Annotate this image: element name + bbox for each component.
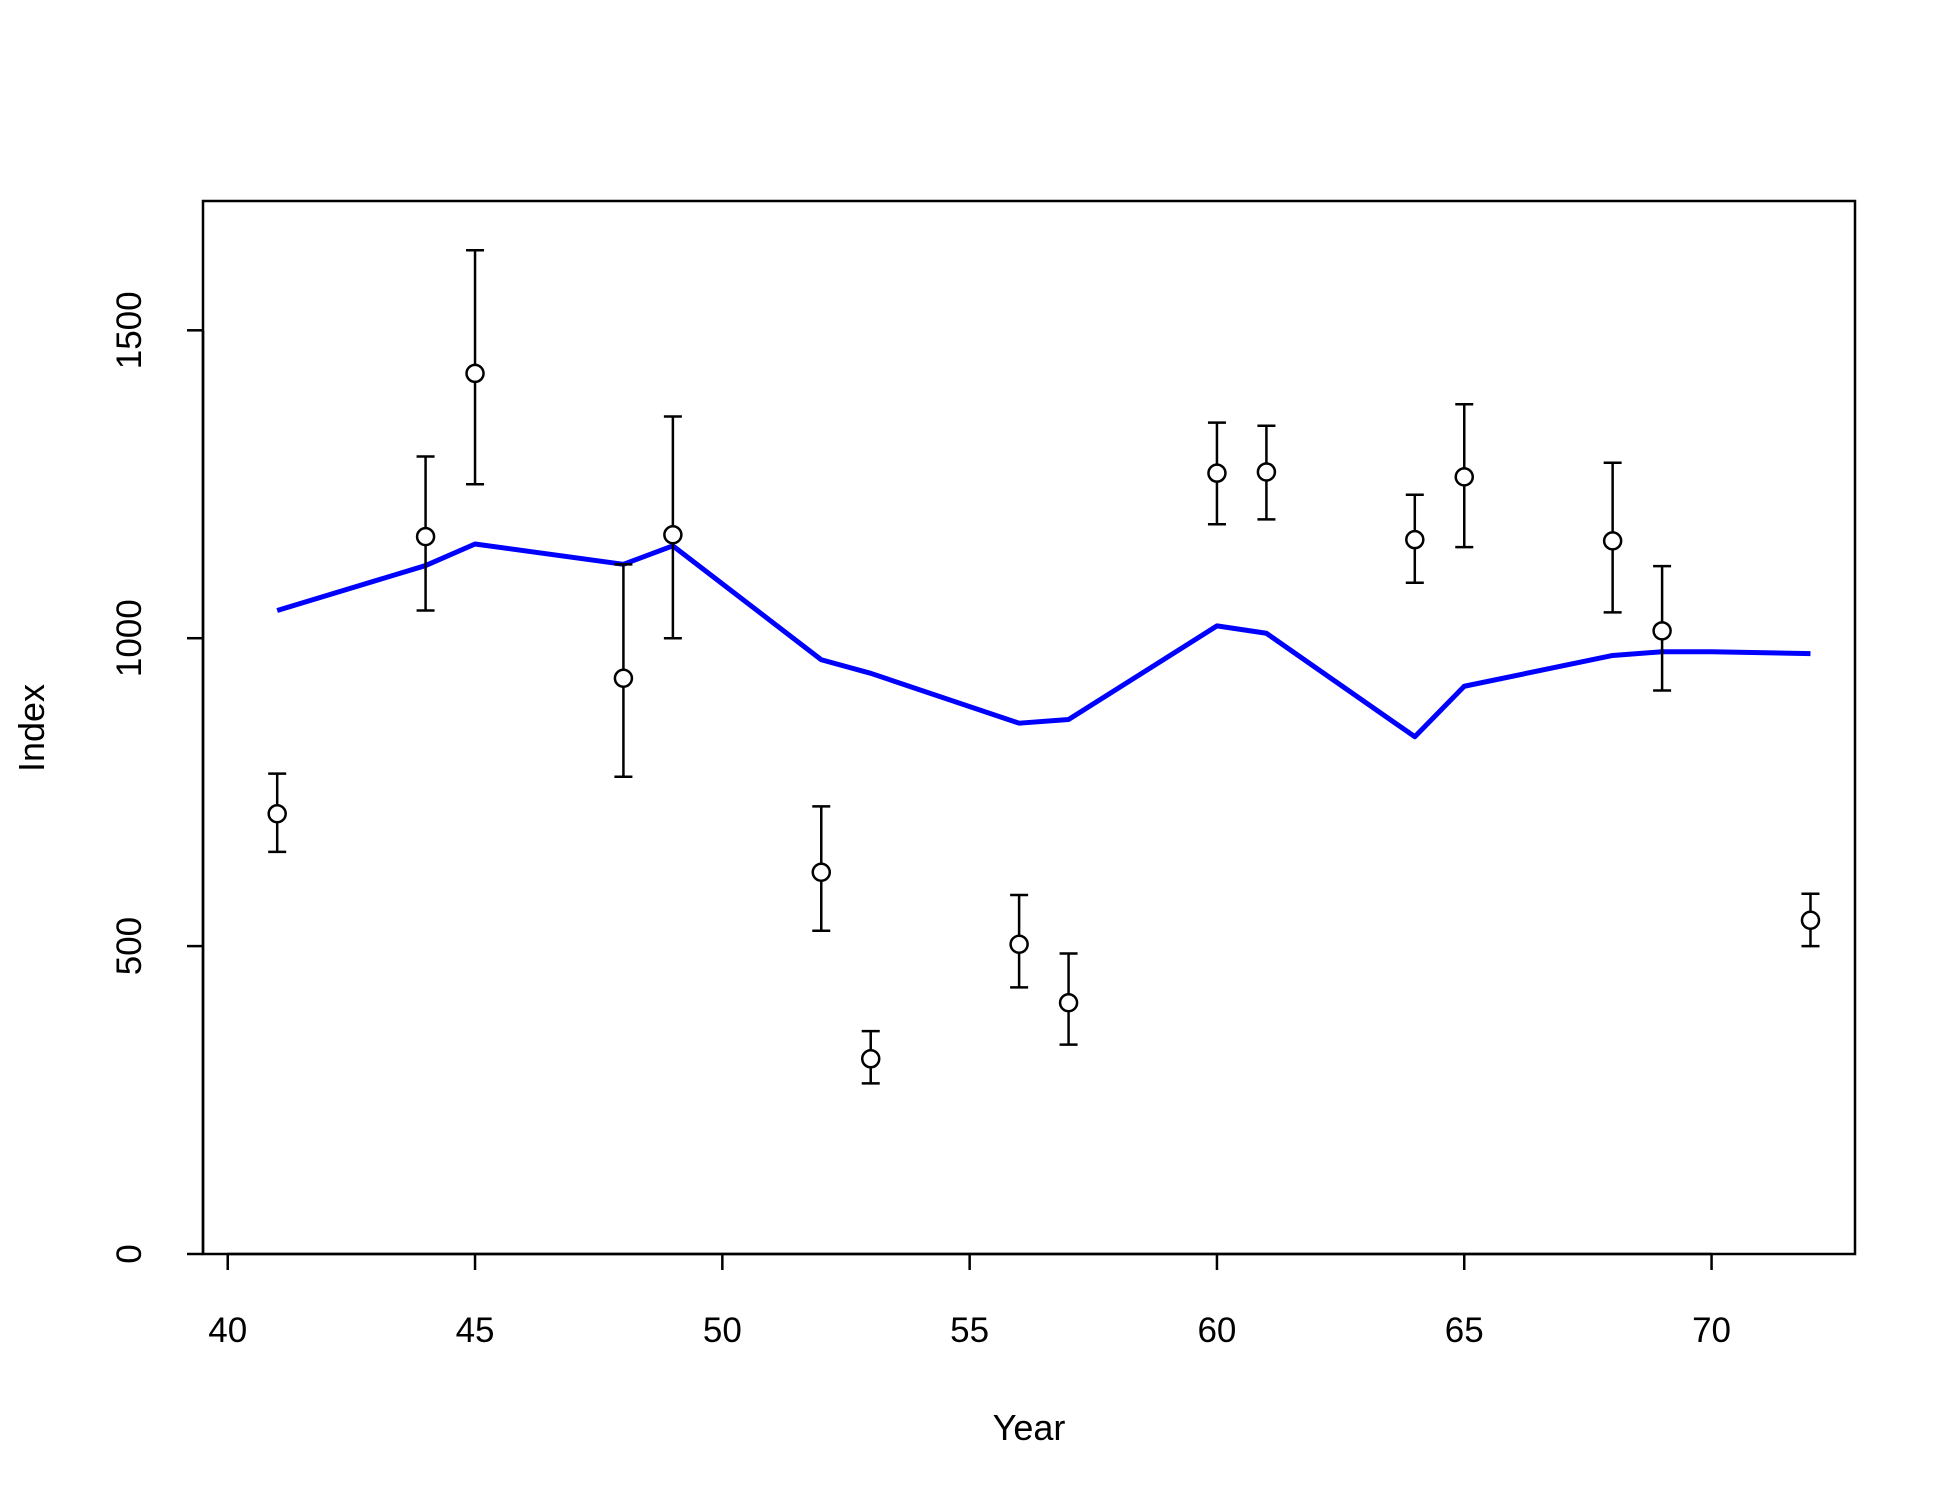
y-tick-label: 1000 — [110, 599, 149, 677]
y-axis-title: Index — [11, 684, 52, 772]
x-tick-label: 65 — [1445, 1311, 1484, 1350]
x-axis: 40 45 50 55 60 65 70 — [208, 1252, 1731, 1350]
x-tick-label: 55 — [950, 1311, 989, 1350]
y-tick-label: 1500 — [110, 291, 149, 369]
data-point — [1058, 993, 1079, 1013]
data-point — [415, 526, 436, 547]
x-axis-title: Year — [993, 1407, 1066, 1448]
data-point — [1454, 467, 1475, 487]
error-bars — [268, 249, 1820, 1085]
x-tick-label: 45 — [456, 1311, 495, 1350]
data-point — [1405, 529, 1425, 550]
data-point — [267, 803, 287, 824]
y-axis: 0 500 1000 1500 — [110, 291, 205, 1264]
x-tick-label: 40 — [208, 1311, 247, 1350]
data-point — [1652, 621, 1672, 641]
data-point — [1207, 463, 1227, 483]
y-tick-label: 500 — [110, 917, 149, 975]
data-point — [860, 1049, 881, 1069]
data-point — [465, 363, 485, 384]
data-point — [1009, 934, 1029, 955]
data-point — [1602, 531, 1623, 551]
fitted-series — [276, 541, 1811, 740]
x-tick-label: 60 — [1197, 1311, 1236, 1350]
x-tick-label: 50 — [703, 1311, 742, 1350]
data-point — [613, 668, 634, 688]
y-tick-label: 0 — [110, 1244, 149, 1263]
data-point — [1256, 462, 1277, 482]
data-point — [663, 525, 683, 545]
plot-frame — [201, 199, 1857, 1256]
data-point — [811, 862, 832, 882]
observed-points — [267, 363, 1821, 1069]
x-tick-label: 70 — [1692, 1311, 1731, 1350]
data-point — [1800, 910, 1821, 930]
fitted-line — [276, 541, 1811, 740]
